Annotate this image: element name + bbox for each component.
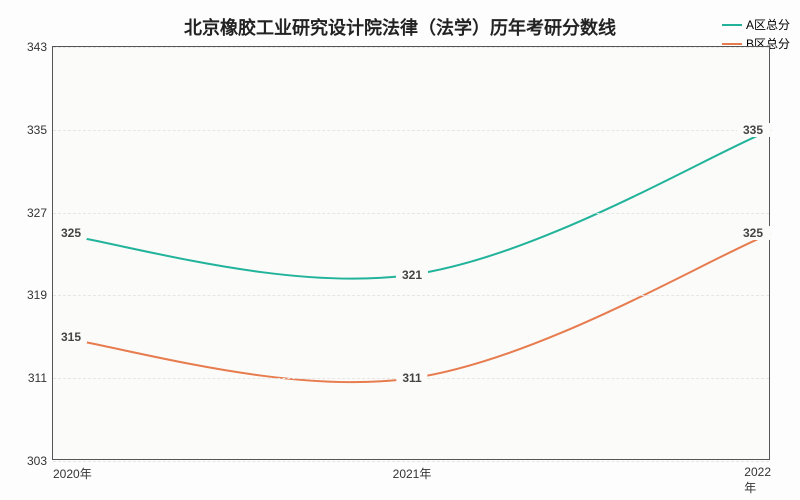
legend-item: A区总分 — [722, 16, 790, 33]
point-label: 335 — [737, 123, 771, 137]
y-gridline — [53, 47, 769, 48]
y-tick-label: 343 — [27, 40, 53, 54]
legend-swatch — [722, 43, 742, 45]
plot-area: 3033113193273353432020年2021年2022年3253213… — [52, 46, 770, 460]
y-tick-label: 327 — [27, 206, 53, 220]
point-label: 311 — [396, 371, 427, 385]
y-tick-label: 319 — [27, 288, 53, 302]
y-gridline — [53, 213, 769, 214]
legend-swatch — [722, 24, 742, 26]
point-label: 325 — [53, 226, 87, 240]
x-tick-label: 2021年 — [393, 459, 432, 482]
y-tick-label: 303 — [27, 454, 53, 468]
x-tick-label: 2022年 — [744, 459, 771, 496]
legend-label: A区总分 — [746, 16, 790, 33]
series-line — [53, 130, 771, 279]
plot-svg — [53, 47, 771, 461]
point-label: 325 — [737, 226, 771, 240]
point-label: 321 — [396, 268, 428, 282]
point-label: 315 — [53, 330, 87, 344]
y-tick-label: 311 — [28, 371, 53, 385]
y-gridline — [53, 295, 769, 296]
y-gridline — [53, 130, 769, 131]
series-line — [53, 233, 771, 382]
x-tick-label: 2020年 — [53, 459, 92, 482]
chart-title: 北京橡胶工业研究设计院法律（法学）历年考研分数线 — [0, 14, 800, 40]
y-tick-label: 335 — [27, 123, 53, 137]
line-chart: 北京橡胶工业研究设计院法律（法学）历年考研分数线 A区总分B区总分 303311… — [0, 0, 800, 500]
